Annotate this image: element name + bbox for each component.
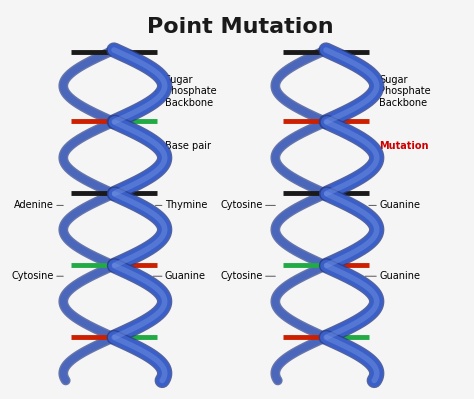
Text: Point Mutation: Point Mutation: [147, 16, 334, 37]
Text: Adenine: Adenine: [14, 200, 63, 210]
Text: Sugar
Phosphate
Backbone: Sugar Phosphate Backbone: [369, 75, 431, 108]
Text: Guanine: Guanine: [153, 271, 206, 281]
Text: Guanine: Guanine: [369, 200, 420, 210]
Text: Thymine: Thymine: [155, 200, 207, 210]
Text: Mutation: Mutation: [365, 141, 428, 151]
Text: Sugar
Phosphate
Backbone: Sugar Phosphate Backbone: [155, 75, 216, 108]
Text: Base pair: Base pair: [153, 141, 210, 151]
Text: Cytosine: Cytosine: [12, 271, 63, 281]
Text: Cytosine: Cytosine: [220, 200, 275, 210]
Text: Guanine: Guanine: [365, 271, 420, 281]
Text: Cytosine: Cytosine: [220, 271, 275, 281]
